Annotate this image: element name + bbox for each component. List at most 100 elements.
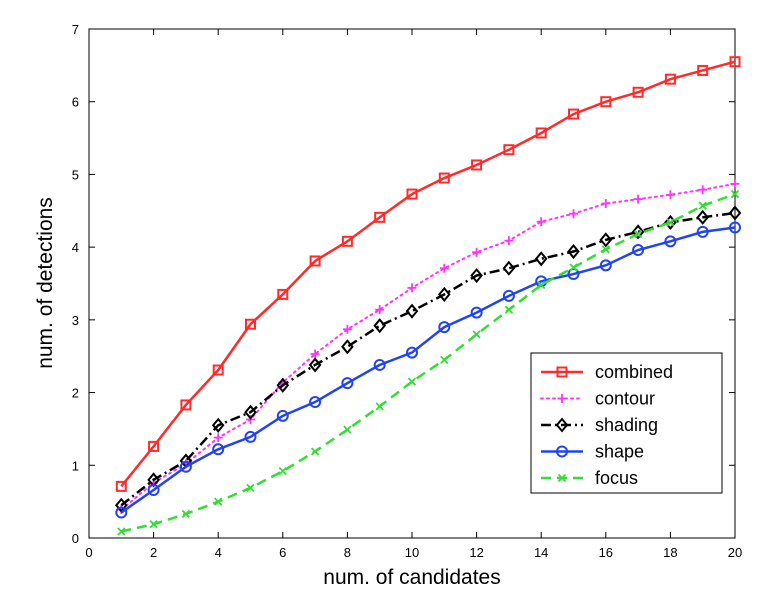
legend-label-focus: focus: [595, 468, 638, 488]
point-combined-marker: [212, 364, 224, 376]
y-axis-label: num. of detections: [34, 197, 57, 369]
point-shape-marker: [212, 443, 225, 456]
point-shape-marker: [115, 506, 128, 519]
series-focus: [117, 189, 740, 536]
point-focus-marker: [117, 527, 126, 536]
point-focus-marker: [149, 520, 158, 529]
point-shading-marker: [599, 232, 613, 248]
point-shading-marker: [276, 377, 290, 393]
point-combined-marker: [438, 172, 450, 184]
series-line-focus: [121, 192, 736, 533]
point-contour-marker: [472, 247, 482, 257]
legend-entry-shape: shape: [541, 442, 644, 462]
legend-shape-marker: [556, 445, 568, 458]
point-shading-marker: [664, 214, 677, 230]
series-layer: [114, 56, 742, 536]
point-shading-marker: [437, 286, 451, 302]
point-combined-marker: [535, 127, 547, 139]
point-shading-marker: [728, 205, 742, 221]
point-shape-marker: [664, 235, 677, 248]
point-shape-marker: [179, 460, 192, 473]
point-combined-marker: [277, 288, 289, 300]
point-focus-marker: [730, 189, 740, 199]
point-contour-marker: [730, 179, 740, 189]
point-shading-marker: [567, 243, 580, 260]
point-combined-marker: [632, 86, 644, 98]
point-shape-marker: [470, 306, 483, 319]
x-tick-label: 18: [663, 545, 677, 560]
point-shape-marker: [406, 346, 418, 359]
point-shape-marker: [696, 225, 709, 238]
point-shape-marker: [502, 289, 515, 302]
point-focus-marker: [504, 305, 514, 314]
series-combined: [115, 56, 741, 492]
legend-combined-marker: [556, 366, 568, 378]
series-line-contour: [120, 182, 736, 511]
point-shading-marker: [631, 224, 645, 240]
legend-label-shading: shading: [595, 415, 658, 435]
legend-entry-shading: shading: [541, 415, 658, 435]
point-combined-marker: [341, 235, 353, 247]
x-tick-label: 14: [534, 545, 548, 560]
y-tick-label: 7: [72, 22, 79, 37]
point-combined-marker: [309, 255, 321, 267]
point-combined-marker: [503, 144, 515, 156]
series-shape: [115, 221, 741, 519]
point-focus-marker: [278, 466, 287, 476]
point-shape-marker: [341, 377, 354, 390]
x-tick-label: 6: [279, 545, 286, 560]
x-tick-label: 16: [599, 545, 613, 560]
point-shading-marker: [470, 267, 483, 284]
y-tick-label: 0: [72, 531, 79, 546]
point-combined-marker: [568, 108, 579, 120]
point-focus-marker: [537, 280, 546, 290]
point-focus-marker: [440, 355, 449, 364]
y-tick-label: 4: [72, 240, 79, 255]
point-shape-marker: [729, 221, 741, 234]
point-combined-marker: [245, 318, 256, 330]
point-contour-marker: [407, 283, 417, 293]
legend-label-contour: contour: [595, 389, 655, 409]
x-tick-label: 2: [150, 545, 157, 560]
point-shading-marker: [211, 417, 225, 433]
point-focus-marker: [633, 229, 643, 239]
point-shading-marker: [244, 404, 257, 420]
point-contour-marker: [601, 199, 611, 209]
point-shape-marker: [309, 396, 322, 409]
point-shape-marker: [599, 259, 612, 272]
point-contour-marker: [665, 190, 675, 200]
legend-focus-marker: [557, 473, 567, 483]
point-focus-marker: [601, 245, 610, 254]
point-focus-marker: [246, 483, 255, 492]
point-focus-marker: [343, 425, 352, 434]
point-focus-marker: [666, 218, 675, 227]
series-line-shading: [120, 211, 736, 507]
point-shading-marker: [502, 260, 516, 276]
point-contour-marker: [536, 217, 546, 227]
point-focus-marker: [407, 377, 417, 386]
x-tick-label: 4: [215, 545, 222, 560]
point-focus-marker: [375, 402, 384, 411]
point-contour-marker: [569, 209, 578, 219]
point-contour-marker: [633, 194, 643, 204]
point-combined-marker: [729, 56, 741, 68]
point-combined-marker: [115, 480, 127, 492]
point-contour-marker: [310, 349, 320, 359]
point-combined-marker: [471, 159, 483, 171]
x-tick-label: 20: [728, 545, 742, 560]
point-shading-marker: [534, 251, 548, 267]
point-focus-marker: [472, 330, 481, 339]
point-shape-marker: [373, 358, 386, 371]
point-focus-marker: [569, 263, 578, 272]
point-contour-marker: [342, 324, 352, 334]
series-shading: [114, 205, 742, 513]
point-combined-marker: [374, 211, 386, 223]
point-contour-marker: [504, 236, 514, 246]
x-tick-label: 12: [469, 545, 483, 560]
point-shape-marker: [244, 430, 257, 443]
legend-label-combined: combined: [595, 362, 673, 382]
x-tick-label: 0: [85, 545, 92, 560]
y-tick-label: 6: [72, 95, 79, 110]
